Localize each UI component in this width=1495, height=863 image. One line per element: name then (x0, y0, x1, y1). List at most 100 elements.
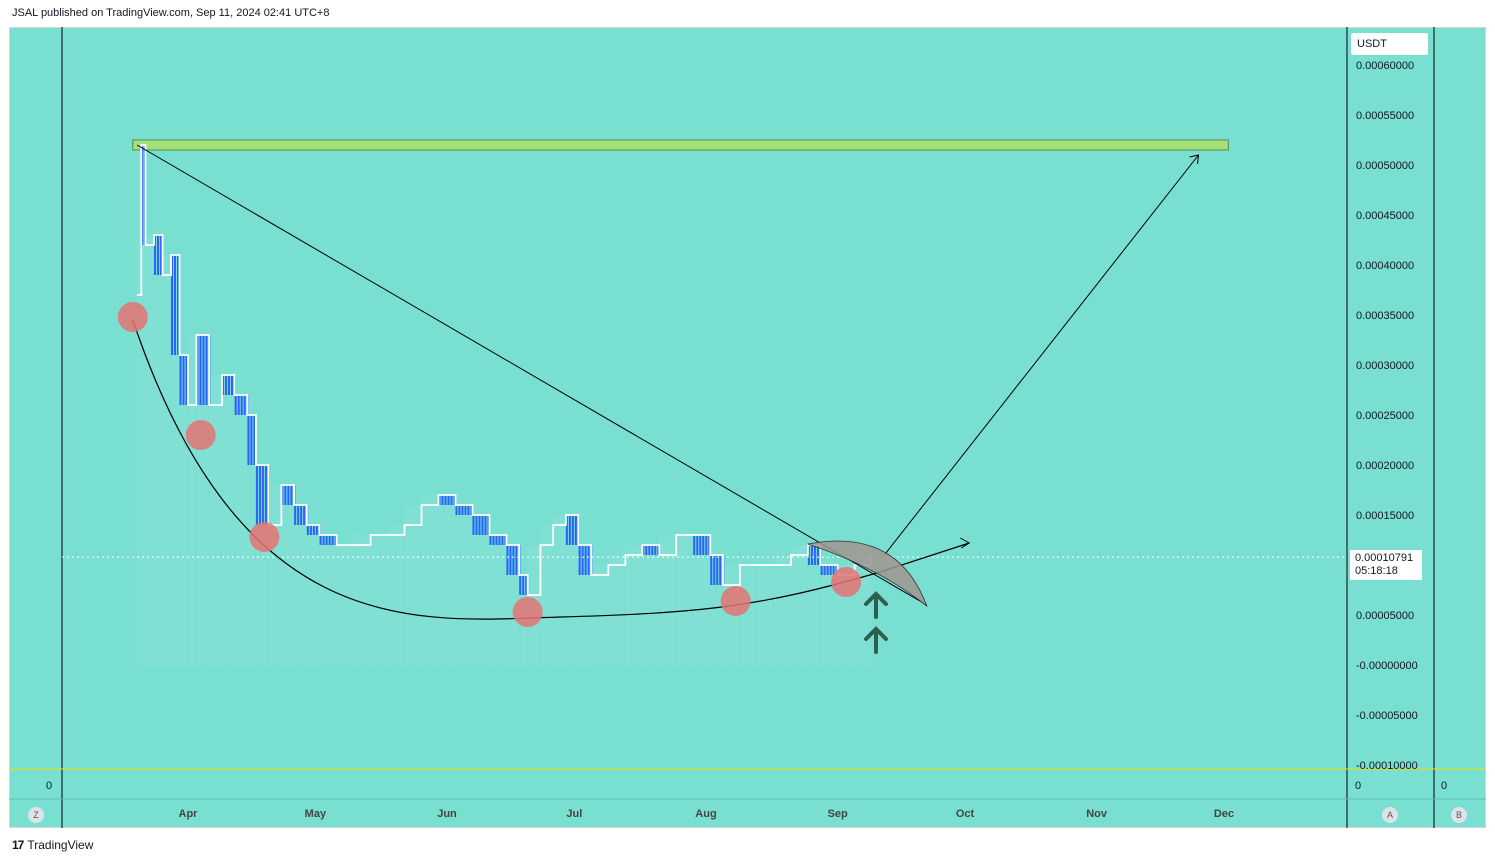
price-axis: 0.00060000 0.00055000 0.00050000 0.00045000… (1356, 60, 1418, 772)
volume-bar (710, 585, 722, 665)
z-scale-button[interactable]: Z (28, 807, 44, 823)
price-tick-label: 0.00015000 (1356, 510, 1414, 522)
volume-bar (659, 535, 676, 665)
price-tick-label: -0.00005000 (1356, 710, 1418, 722)
volume-bar (247, 465, 255, 665)
bearish-bar (519, 575, 522, 595)
currency-selector[interactable]: USDT (1351, 33, 1428, 55)
pivot-marker (831, 567, 862, 597)
bearish-bar (489, 535, 492, 545)
bearish-bar (227, 375, 230, 395)
volume-bar (188, 335, 196, 665)
bearish-bar (816, 545, 819, 565)
bearish-bar (444, 495, 447, 505)
bearish-bar (492, 535, 495, 545)
bearish-bar (578, 545, 581, 575)
bearish-bar (693, 535, 696, 555)
bearish-bar (447, 495, 450, 505)
bearish-bar (487, 515, 490, 535)
volume-bar (565, 545, 578, 665)
a-scale-button[interactable]: A (1382, 807, 1398, 823)
volume-bar (578, 575, 591, 665)
bearish-bar (174, 255, 177, 355)
bearish-bar (581, 545, 584, 575)
bearish-bar (702, 535, 705, 555)
pivot-markers (117, 302, 862, 627)
volume-bar (676, 535, 693, 665)
price-tick-label: 0.00055000 (1356, 110, 1414, 122)
bearish-bar (290, 485, 293, 505)
bearish-bar (177, 255, 180, 355)
volume-bar (540, 525, 553, 665)
volume-bar (807, 565, 820, 665)
bearish-bar (832, 565, 835, 575)
price-tick-label: 0.00060000 (1356, 60, 1414, 72)
bearish-bar (294, 505, 297, 525)
last-price-value: 0.00010791 (1355, 552, 1414, 564)
brand-name[interactable]: TradingView (27, 838, 94, 852)
bearish-bar (199, 335, 202, 405)
volume-bar (306, 535, 319, 665)
bearish-bar (319, 535, 322, 545)
b-scale-button[interactable]: B (1451, 807, 1467, 823)
bearish-bar (654, 545, 657, 555)
volume-bar (553, 515, 565, 665)
bearish-bar (710, 555, 713, 585)
bearish-bar (472, 515, 475, 535)
price-tick-label: 0.00020000 (1356, 460, 1414, 472)
bearish-bar (648, 545, 651, 555)
volume-bar (506, 575, 519, 665)
volume-bar (234, 415, 247, 665)
month-tick-label: May (305, 808, 327, 820)
bearish-bar (331, 535, 334, 545)
bearish-bar (470, 505, 473, 515)
volume-bar (196, 405, 209, 665)
bearish-bar (234, 395, 237, 415)
volume-bar (854, 555, 871, 665)
bearish-bar (196, 335, 199, 405)
bearish-bar (441, 495, 444, 505)
bearish-bar (182, 355, 185, 405)
month-tick-label: Nov (1086, 808, 1108, 820)
bearish-bar (202, 335, 205, 405)
bearish-bar (713, 555, 716, 585)
bearish-bar (565, 515, 568, 545)
bearish-bar (708, 535, 711, 555)
target-projection-arrow (883, 154, 1200, 556)
bearish-bar (325, 535, 328, 545)
price-tick-label: 0.00050000 (1356, 160, 1414, 172)
bearish-bar (141, 145, 144, 245)
bearish-bar (237, 395, 240, 415)
bearish-bar (807, 545, 810, 565)
bearish-bar (525, 575, 528, 595)
bearish-bar (504, 535, 507, 545)
volume-bar (353, 535, 370, 665)
volume-bar (294, 525, 306, 665)
volume-bar (519, 595, 527, 665)
bearish-bar (281, 485, 284, 505)
month-tick-label: Dec (1214, 808, 1234, 820)
bearish-bar (584, 545, 587, 575)
volume-bar (255, 525, 268, 665)
bearish-bar (221, 375, 224, 395)
volume-bar (141, 245, 145, 665)
volume-bars (137, 145, 871, 665)
volume-bar (421, 495, 438, 665)
bearish-bar (823, 565, 826, 575)
price-tick-label: 0.00005000 (1356, 610, 1414, 622)
bearish-bar (719, 555, 722, 585)
month-tick-label: Aug (695, 808, 716, 820)
bearish-bar (829, 565, 832, 575)
bearish-bar (587, 545, 590, 575)
bearish-bar (651, 545, 654, 555)
price-tick-label: 0.00040000 (1356, 260, 1414, 272)
bearish-bar (243, 395, 246, 415)
bearish-bar (287, 485, 290, 505)
bearish-bar (455, 505, 458, 515)
pivot-marker (249, 522, 280, 552)
bearish-bar (303, 505, 306, 525)
descending-trendline (136, 144, 928, 606)
volume-bar (137, 145, 141, 665)
left-zero-label: 0 (46, 780, 53, 792)
